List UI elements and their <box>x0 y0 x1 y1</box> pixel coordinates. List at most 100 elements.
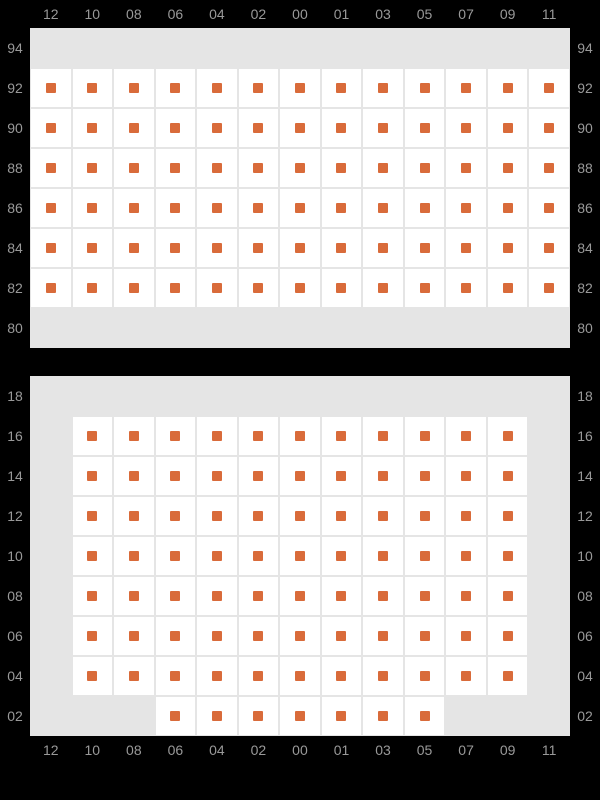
seat-cell[interactable] <box>155 68 197 108</box>
seat-cell[interactable] <box>155 148 197 188</box>
seat-cell[interactable] <box>238 616 280 656</box>
seat-cell[interactable] <box>279 616 321 656</box>
seat-cell[interactable] <box>196 148 238 188</box>
seat-cell[interactable] <box>113 536 155 576</box>
seat-cell[interactable] <box>445 416 487 456</box>
seat-cell[interactable] <box>279 68 321 108</box>
seat-cell[interactable] <box>155 696 197 736</box>
seat-cell[interactable] <box>445 456 487 496</box>
seat-cell[interactable] <box>279 496 321 536</box>
seat-cell[interactable] <box>528 68 570 108</box>
seat-cell[interactable] <box>72 416 114 456</box>
seat-cell[interactable] <box>113 576 155 616</box>
seat-cell[interactable] <box>279 656 321 696</box>
seat-cell[interactable] <box>487 108 529 148</box>
seat-cell[interactable] <box>72 536 114 576</box>
seat-cell[interactable] <box>238 108 280 148</box>
seat-cell[interactable] <box>113 228 155 268</box>
seat-cell[interactable] <box>196 496 238 536</box>
seat-cell[interactable] <box>404 268 446 308</box>
seat-cell[interactable] <box>487 536 529 576</box>
seat-cell[interactable] <box>404 456 446 496</box>
seat-cell[interactable] <box>404 228 446 268</box>
seat-cell[interactable] <box>445 108 487 148</box>
seat-cell[interactable] <box>113 148 155 188</box>
seat-cell[interactable] <box>362 188 404 228</box>
seat-cell[interactable] <box>321 536 363 576</box>
seat-cell[interactable] <box>238 228 280 268</box>
seat-cell[interactable] <box>404 656 446 696</box>
seat-cell[interactable] <box>196 616 238 656</box>
seat-cell[interactable] <box>155 228 197 268</box>
seat-cell[interactable] <box>321 188 363 228</box>
seat-cell[interactable] <box>279 696 321 736</box>
seat-cell[interactable] <box>238 576 280 616</box>
seat-cell[interactable] <box>113 496 155 536</box>
seat-cell[interactable] <box>321 616 363 656</box>
seat-cell[interactable] <box>487 188 529 228</box>
seat-cell[interactable] <box>279 536 321 576</box>
seat-cell[interactable] <box>238 148 280 188</box>
seat-cell[interactable] <box>445 268 487 308</box>
seat-cell[interactable] <box>196 268 238 308</box>
seat-cell[interactable] <box>445 616 487 656</box>
seat-cell[interactable] <box>238 268 280 308</box>
seat-cell[interactable] <box>404 496 446 536</box>
seat-cell[interactable] <box>155 496 197 536</box>
seat-cell[interactable] <box>279 228 321 268</box>
seat-cell[interactable] <box>155 188 197 228</box>
seat-cell[interactable] <box>30 108 72 148</box>
seat-cell[interactable] <box>362 228 404 268</box>
seat-cell[interactable] <box>487 616 529 656</box>
seat-cell[interactable] <box>72 148 114 188</box>
seat-cell[interactable] <box>279 268 321 308</box>
seat-cell[interactable] <box>113 268 155 308</box>
seat-cell[interactable] <box>155 268 197 308</box>
seat-cell[interactable] <box>155 108 197 148</box>
seat-cell[interactable] <box>404 576 446 616</box>
seat-cell[interactable] <box>113 456 155 496</box>
seat-cell[interactable] <box>30 228 72 268</box>
seat-cell[interactable] <box>30 188 72 228</box>
seat-cell[interactable] <box>279 108 321 148</box>
seat-cell[interactable] <box>487 456 529 496</box>
seat-cell[interactable] <box>196 188 238 228</box>
seat-cell[interactable] <box>113 656 155 696</box>
seat-cell[interactable] <box>155 656 197 696</box>
seat-cell[interactable] <box>238 656 280 696</box>
seat-cell[interactable] <box>30 148 72 188</box>
seat-cell[interactable] <box>279 188 321 228</box>
seat-cell[interactable] <box>113 416 155 456</box>
seat-cell[interactable] <box>72 496 114 536</box>
seat-cell[interactable] <box>238 68 280 108</box>
seat-cell[interactable] <box>404 68 446 108</box>
seat-cell[interactable] <box>362 268 404 308</box>
seat-cell[interactable] <box>321 496 363 536</box>
seat-cell[interactable] <box>321 456 363 496</box>
seat-cell[interactable] <box>445 228 487 268</box>
seat-cell[interactable] <box>487 228 529 268</box>
seat-cell[interactable] <box>72 68 114 108</box>
seat-cell[interactable] <box>279 456 321 496</box>
seat-cell[interactable] <box>404 536 446 576</box>
seat-cell[interactable] <box>445 68 487 108</box>
seat-cell[interactable] <box>321 656 363 696</box>
seat-cell[interactable] <box>113 188 155 228</box>
seat-cell[interactable] <box>155 576 197 616</box>
seat-cell[interactable] <box>362 148 404 188</box>
seat-cell[interactable] <box>404 148 446 188</box>
seat-cell[interactable] <box>196 416 238 456</box>
seat-cell[interactable] <box>487 656 529 696</box>
seat-cell[interactable] <box>155 536 197 576</box>
seat-cell[interactable] <box>321 696 363 736</box>
seat-cell[interactable] <box>362 108 404 148</box>
seat-cell[interactable] <box>279 416 321 456</box>
seat-cell[interactable] <box>528 108 570 148</box>
seat-cell[interactable] <box>72 188 114 228</box>
seat-cell[interactable] <box>196 696 238 736</box>
seat-cell[interactable] <box>487 148 529 188</box>
seat-cell[interactable] <box>113 616 155 656</box>
seat-cell[interactable] <box>362 456 404 496</box>
seat-cell[interactable] <box>30 268 72 308</box>
seat-cell[interactable] <box>528 228 570 268</box>
